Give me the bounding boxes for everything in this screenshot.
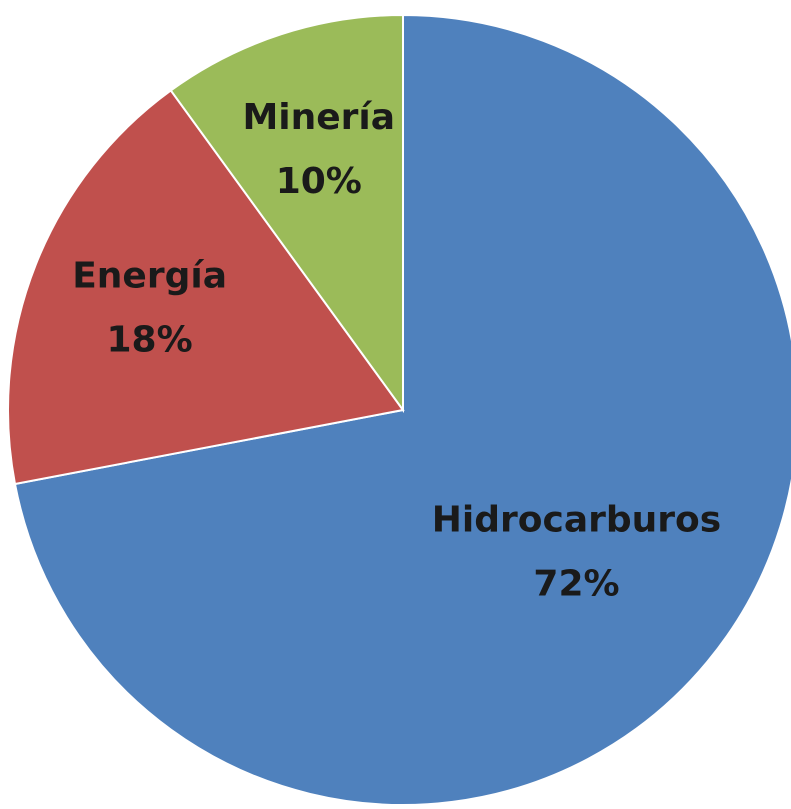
slice-value-label: 18% (107, 320, 193, 361)
pie-slice (7, 89, 405, 486)
slice-category-label: Hidrocarburos (432, 500, 721, 541)
pie-slice (169, 13, 404, 414)
slice-value-label: 72% (533, 564, 619, 605)
pie-slice (13, 13, 791, 806)
slice-value-label: 10% (276, 161, 362, 202)
slice-category-label: Energía (72, 256, 227, 297)
slice-category-label: Minería (242, 97, 395, 138)
